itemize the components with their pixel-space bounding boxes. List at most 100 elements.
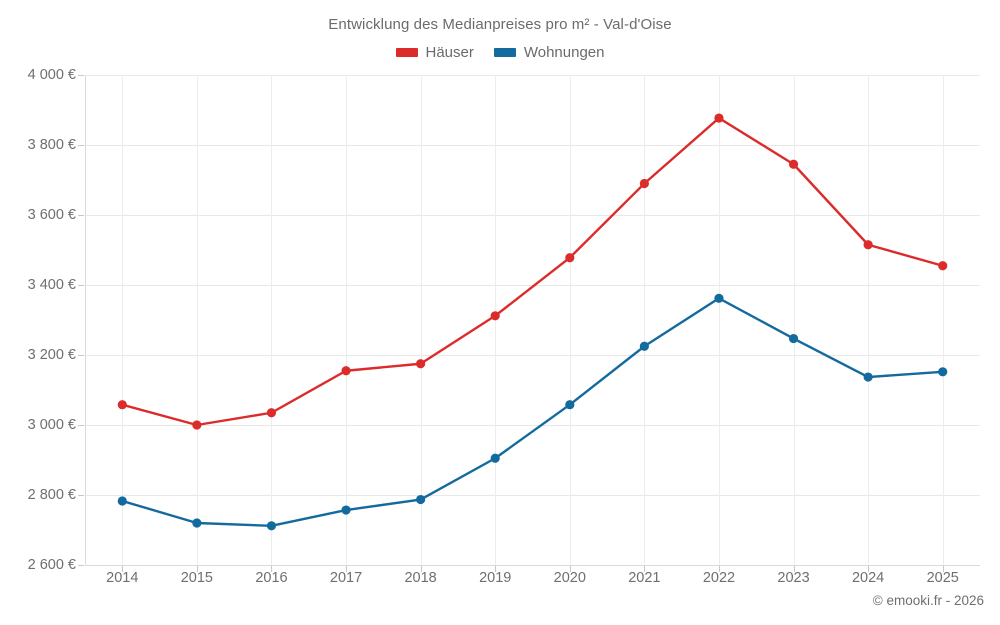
y-axis-tick-label: 3 800 €	[27, 137, 76, 153]
data-point[interactable]	[341, 366, 351, 376]
gridline-horizontal	[85, 425, 980, 426]
x-axis-tick-label: 2023	[777, 570, 810, 586]
y-axis-line	[85, 75, 86, 565]
y-axis-tick-label: 3 600 €	[27, 207, 76, 223]
y-axis-tick-mark	[78, 495, 84, 496]
x-axis-tick-mark	[644, 566, 646, 572]
legend-label: Häuser	[425, 44, 474, 61]
series-2	[117, 293, 948, 531]
x-axis-tick-label: 2018	[404, 570, 437, 586]
data-point[interactable]	[788, 333, 799, 344]
gridline-horizontal	[85, 495, 980, 496]
data-point[interactable]	[639, 341, 649, 351]
y-axis-tick-mark	[78, 425, 84, 426]
y-axis-tick-label: 2 600 €	[27, 557, 76, 573]
credit-label: © emooki.fr - 2026	[872, 593, 984, 608]
data-point[interactable]	[565, 400, 575, 410]
data-point[interactable]	[938, 261, 948, 271]
gridline-vertical	[942, 75, 944, 565]
y-axis-tick-label: 3 400 €	[27, 277, 76, 293]
data-point[interactable]	[788, 159, 799, 169]
x-axis-tick-label: 2014	[106, 570, 139, 586]
x-axis-tick-label: 2019	[479, 570, 512, 586]
legend-item-1[interactable]: Häuser	[395, 44, 474, 61]
data-point[interactable]	[416, 359, 426, 369]
y-axis-tick-mark	[78, 285, 84, 286]
legend-item-2[interactable]: Wohnungen	[493, 44, 605, 61]
gridline-vertical	[346, 75, 348, 565]
y-axis-tick-mark	[78, 355, 84, 356]
data-point[interactable]	[938, 367, 948, 377]
y-axis-tick-label: 3 000 €	[27, 417, 76, 433]
gridline-horizontal	[85, 355, 980, 356]
series-1	[117, 113, 948, 430]
x-axis-tick-label: 2016	[255, 570, 288, 586]
y-axis-tick-mark	[78, 145, 84, 146]
x-axis-tick-mark	[718, 566, 720, 572]
data-point[interactable]	[714, 293, 724, 303]
legend-swatch-icon	[493, 48, 516, 57]
gridline-vertical	[793, 75, 795, 565]
x-axis-line	[85, 565, 980, 566]
data-point[interactable]	[416, 494, 426, 505]
x-axis-tick-label: 2017	[329, 570, 363, 586]
y-axis-tick-mark	[78, 215, 84, 216]
legend-swatch-icon	[395, 48, 418, 57]
x-axis-tick-label: 2020	[553, 570, 586, 586]
series-line	[121, 116, 944, 427]
x-axis-tick-mark	[942, 566, 944, 572]
chart-legend: Häuser Wohnungen	[0, 44, 1000, 61]
y-axis-tick-mark	[78, 565, 84, 566]
gridline-vertical	[569, 75, 571, 565]
y-axis-tick-label: 3 200 €	[27, 347, 76, 363]
x-axis-tick-mark	[196, 566, 198, 572]
x-axis-tick-mark	[495, 566, 497, 572]
y-axis-tick-label: 2 800 €	[27, 487, 76, 503]
gridline-vertical	[196, 75, 198, 565]
data-point[interactable]	[266, 408, 277, 418]
data-point[interactable]	[192, 518, 202, 528]
data-point[interactable]	[192, 420, 202, 430]
x-axis-tick-mark	[346, 566, 348, 572]
x-axis-tick-label: 2025	[926, 570, 959, 586]
x-axis-tick-mark	[569, 566, 571, 572]
data-point[interactable]	[863, 240, 873, 250]
x-axis-tick-mark	[420, 566, 422, 572]
x-axis-tick-label: 2015	[180, 570, 214, 586]
data-point[interactable]	[863, 372, 873, 382]
x-axis-tick-label: 2022	[702, 570, 736, 586]
x-axis-tick-label: 2024	[851, 570, 885, 586]
data-point[interactable]	[490, 311, 500, 321]
data-point[interactable]	[341, 505, 351, 515]
data-point[interactable]	[117, 496, 127, 506]
data-point[interactable]	[714, 113, 724, 123]
x-axis-tick-label: 2021	[628, 570, 661, 586]
data-point[interactable]	[639, 178, 649, 189]
data-point[interactable]	[117, 400, 127, 410]
y-axis-tick-label: 4 000 €	[27, 67, 76, 83]
gridline-horizontal	[85, 75, 980, 76]
data-point[interactable]	[266, 521, 277, 531]
data-point[interactable]	[490, 453, 500, 463]
x-axis-tick-mark	[271, 566, 273, 572]
y-axis-ticks: 4 000 € 3 800 € 3 600 € 3 400 € 3 200 € 3 000…	[0, 0, 84, 625]
gridline-vertical	[122, 75, 124, 565]
series-line	[121, 297, 944, 527]
gridline-vertical	[420, 75, 422, 565]
x-axis-tick-mark	[122, 566, 124, 572]
gridline-horizontal	[85, 215, 980, 216]
gridline-vertical	[271, 75, 273, 565]
legend-label: Wohnungen	[523, 44, 605, 61]
gridline-vertical	[644, 75, 646, 565]
gridline-horizontal	[85, 145, 980, 146]
gridline-vertical	[868, 75, 870, 565]
data-point[interactable]	[565, 253, 575, 263]
gridline-vertical	[718, 75, 720, 565]
x-axis-tick-mark	[868, 566, 870, 572]
chart-title: Entwicklung des Medianpreises pro m² - V…	[328, 16, 672, 33]
y-axis-tick-mark	[78, 75, 84, 76]
x-axis-tick-mark	[793, 566, 795, 572]
